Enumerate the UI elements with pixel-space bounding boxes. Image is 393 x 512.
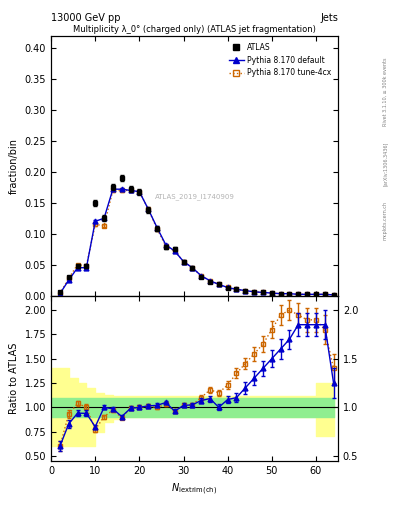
Y-axis label: fraction/bin: fraction/bin: [9, 138, 19, 194]
X-axis label: $N_{\mathrm{lextrim(ch)}}$: $N_{\mathrm{lextrim(ch)}}$: [171, 481, 218, 497]
Text: Rivet 3.1.10, ≥ 300k events: Rivet 3.1.10, ≥ 300k events: [383, 58, 387, 126]
Title: Multiplicity λ_0° (charged only) (ATLAS jet fragmentation): Multiplicity λ_0° (charged only) (ATLAS …: [73, 25, 316, 34]
Text: mcplots.cern.ch: mcplots.cern.ch: [383, 201, 387, 240]
Text: ATLAS_2019_I1740909: ATLAS_2019_I1740909: [154, 194, 235, 200]
Legend: ATLAS, Pythia 8.170 default, Pythia 8.170 tune-4cx: ATLAS, Pythia 8.170 default, Pythia 8.17…: [226, 39, 334, 80]
Y-axis label: Ratio to ATLAS: Ratio to ATLAS: [9, 343, 19, 414]
Text: Jets: Jets: [320, 13, 338, 23]
Text: 13000 GeV pp: 13000 GeV pp: [51, 13, 121, 23]
Text: [arXiv:1306.3436]: [arXiv:1306.3436]: [383, 142, 387, 186]
